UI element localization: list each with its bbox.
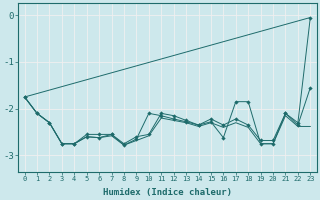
X-axis label: Humidex (Indice chaleur): Humidex (Indice chaleur): [103, 188, 232, 197]
